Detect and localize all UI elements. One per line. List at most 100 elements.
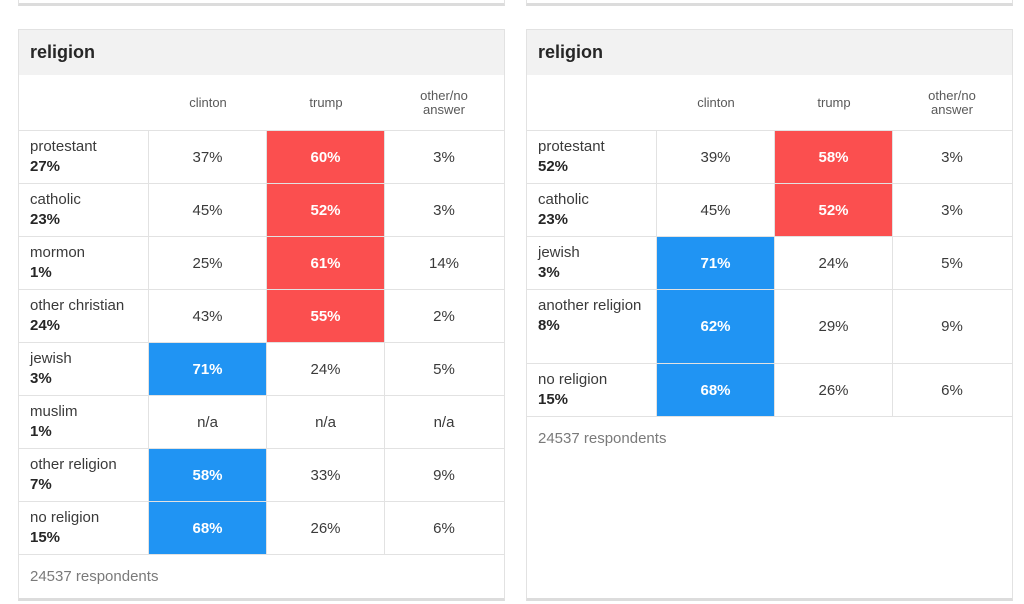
clinton-value: 71% [149,343,267,395]
group-name: catholic [538,191,589,208]
respondents-count: 24537 respondents [30,567,159,585]
column-header-trump: trump [309,94,343,110]
column-header-row: clinton trump other/no answer [19,75,504,131]
trump-value: 60% [267,131,385,183]
clinton-value: 43% [149,290,267,342]
row-label: other religion 7% [19,449,149,501]
other-value: 5% [433,360,455,378]
group-share: 23% [30,211,61,228]
trump-value: 33% [267,449,385,501]
group-share: 52% [538,158,569,175]
other-value: 5% [941,254,963,272]
group-share: 1% [30,264,52,281]
other-value: 6% [941,381,963,399]
table-row: protestant 27% 37% 60% 3% [19,131,504,184]
group-share: 24% [30,317,61,334]
table-row: other christian 24% 43% 55% 2% [19,290,504,343]
trump-value: n/a [267,396,385,448]
table-row: no religion 15% 68% 26% 6% [527,364,1012,417]
table-row: another religion 8% 62% 29% 9% [527,290,1012,364]
group-name: catholic [30,191,81,208]
row-label: no religion 15% [527,364,657,416]
group-name: jewish [538,244,580,261]
clinton-value: 37% [149,131,267,183]
clinton-value: 39% [657,131,775,183]
religion-table-left: religion clinton trump other/no answer p… [18,29,505,601]
trump-value: 26% [775,364,893,416]
group-share: 3% [30,370,52,387]
row-label: no religion 15% [19,502,149,554]
clinton-value: 62% [657,290,775,363]
row-label: catholic 23% [527,184,657,236]
row-label: catholic 23% [19,184,149,236]
group-share: 7% [30,476,52,493]
respondents-count: 24537 respondents [538,429,667,447]
column-header-other: other/no answer [928,87,976,117]
clinton-value: 68% [657,364,775,416]
column-header-row: clinton trump other/no answer [527,75,1012,131]
group-name: no religion [538,371,608,388]
column-header-clinton: clinton [189,94,227,110]
clinton-value: 25% [149,237,267,289]
other-value: 9% [941,318,963,335]
table-row: jewish 3% 71% 24% 5% [527,237,1012,290]
table-title: religion [19,30,504,75]
group-name: mormon [30,244,86,261]
group-share: 3% [538,264,560,281]
table-row: protestant 52% 39% 58% 3% [527,131,1012,184]
previous-card-bottom [526,0,1013,6]
other-value: 3% [941,148,963,166]
group-name: protestant [30,138,97,155]
group-name: muslim [30,403,78,420]
trump-value: 55% [267,290,385,342]
table-body: protestant 27% 37% 60% 3% catholic 23% 45% 52% 3%… [19,131,504,555]
other-value: 14% [428,254,460,272]
group-name: no religion [30,509,100,526]
empty-header-cell [527,75,657,130]
table-body: protestant 52% 39% 58% 3% catholic 23% 45% 52% 3%… [527,131,1012,417]
previous-card-bottom [18,0,505,6]
group-share: 15% [538,391,569,408]
row-label: protestant 52% [527,131,657,183]
group-name: protestant [538,138,605,155]
other-value: 3% [433,148,455,166]
trump-value: 29% [775,290,893,363]
row-label: protestant 27% [19,131,149,183]
table-row: muslim 1% n/a n/a n/a [19,396,504,449]
row-label: mormon 1% [19,237,149,289]
table-row: catholic 23% 45% 52% 3% [527,184,1012,237]
group-share: 8% [538,317,560,334]
group-share: 15% [30,529,61,546]
row-label: muslim 1% [19,396,149,448]
other-value: 2% [433,307,455,325]
group-name: other christian [30,297,125,314]
other-value: 3% [433,201,455,219]
clinton-value: 71% [657,237,775,289]
clinton-value: 45% [657,184,775,236]
empty-header-cell [19,75,149,130]
other-value: 3% [941,201,963,219]
other-value: n/a [433,413,455,431]
trump-value: 58% [775,131,893,183]
row-label: another religion 8% [527,290,657,363]
clinton-value: n/a [149,396,267,448]
table-row: other religion 7% 58% 33% 9% [19,449,504,502]
row-label: other christian 24% [19,290,149,342]
column-header-clinton: clinton [697,94,735,110]
table-row: catholic 23% 45% 52% 3% [19,184,504,237]
trump-value: 26% [267,502,385,554]
row-label: jewish 3% [19,343,149,395]
group-share: 23% [538,211,569,228]
clinton-value: 68% [149,502,267,554]
column-header-trump: trump [817,94,851,110]
table-row: jewish 3% 71% 24% 5% [19,343,504,396]
table-row: no religion 15% 68% 26% 6% [19,502,504,555]
table-title: religion [527,30,1012,75]
other-value: 6% [433,519,455,537]
column-header-other: other/no answer [420,87,468,117]
trump-value: 52% [775,184,893,236]
group-share: 1% [30,423,52,440]
clinton-value: 45% [149,184,267,236]
other-value: 9% [433,466,455,484]
table-row: mormon 1% 25% 61% 14% [19,237,504,290]
